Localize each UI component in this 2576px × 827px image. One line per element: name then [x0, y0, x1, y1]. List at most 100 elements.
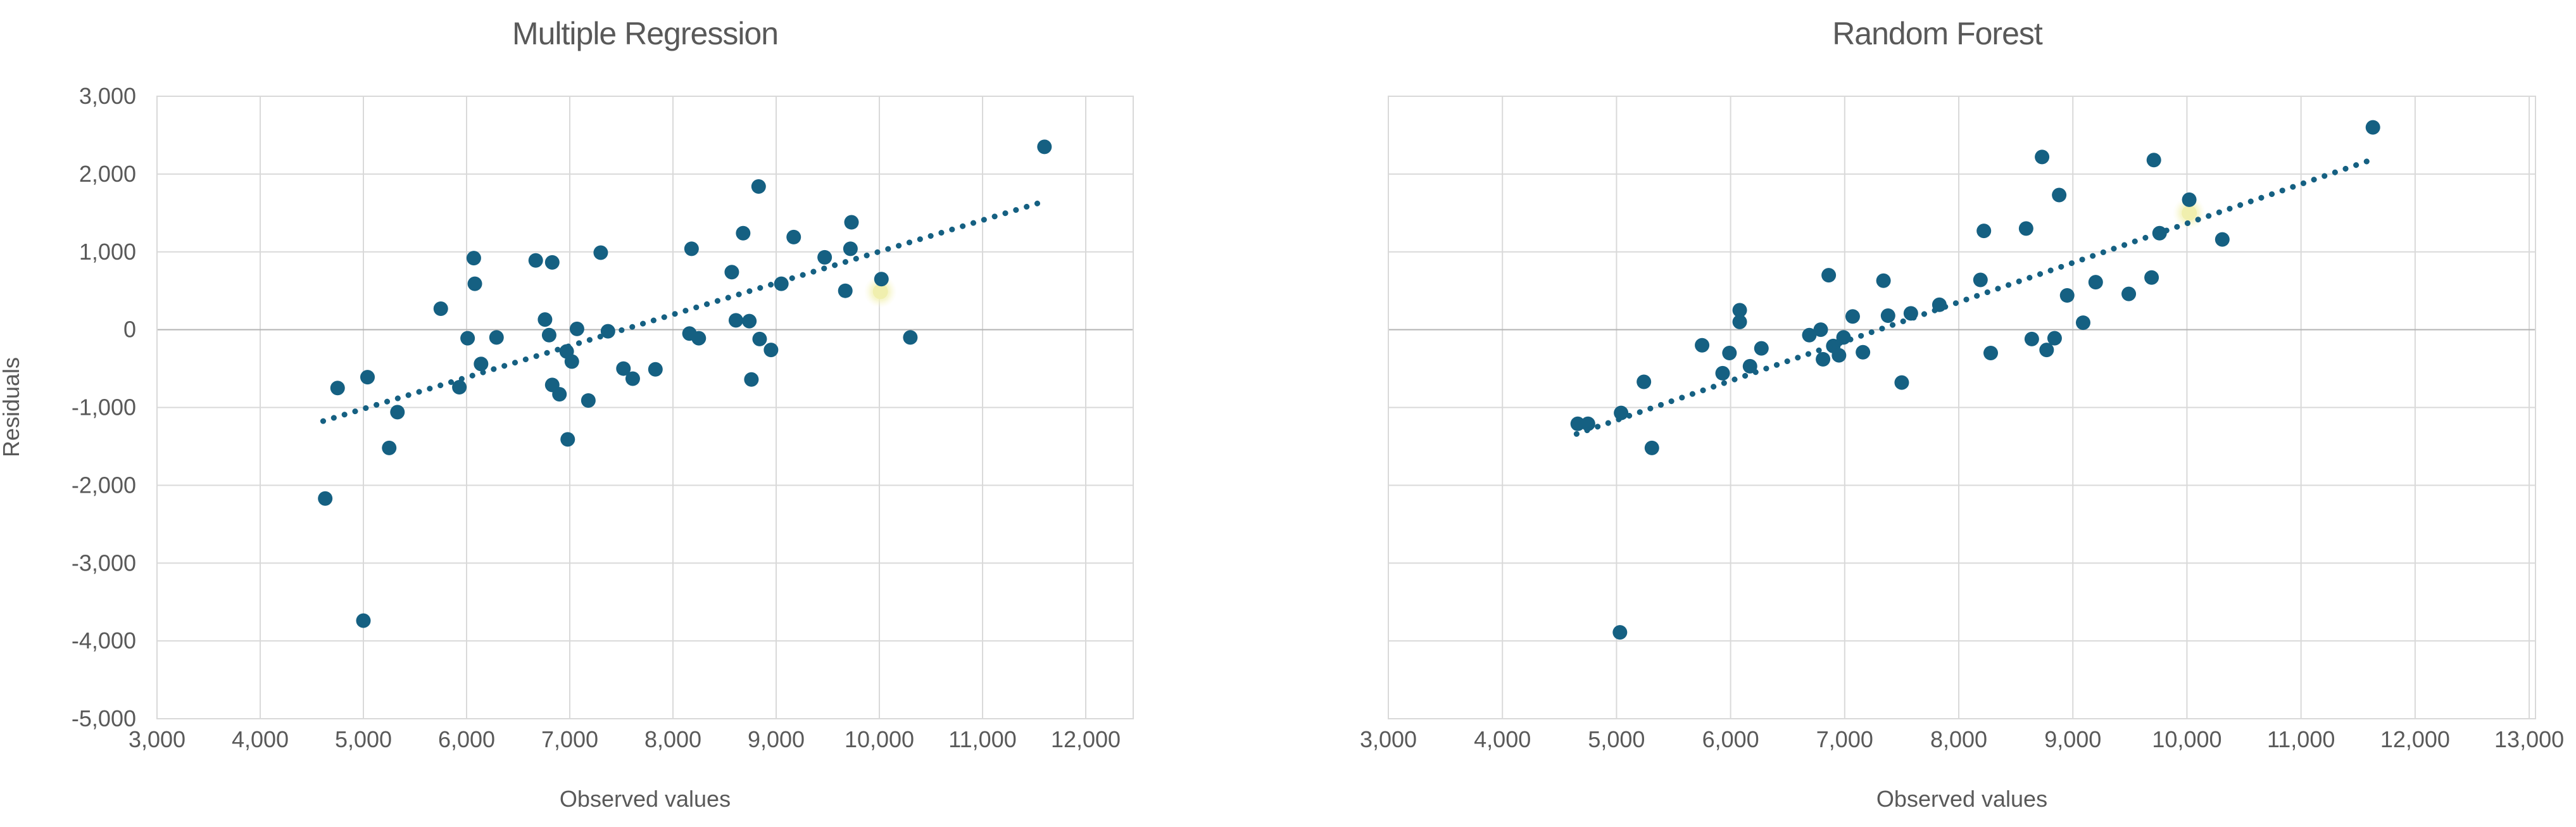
data-point	[2144, 270, 2159, 285]
data-point	[1644, 440, 1659, 455]
data-point	[1742, 358, 1757, 374]
data-point	[1880, 308, 1895, 324]
data-point	[2059, 288, 2075, 303]
data-point	[843, 241, 858, 256]
data-point	[1821, 268, 1837, 283]
x-tick-label: 5,000	[335, 726, 392, 752]
trendline	[1573, 155, 2378, 437]
x-tick-label: 12,000	[2380, 726, 2450, 752]
chart-title: Random Forest	[1832, 16, 2043, 51]
trendline	[320, 198, 1048, 424]
x-tick-label: 9,000	[2044, 726, 2101, 752]
data-point	[564, 354, 579, 369]
chart-multiple-regression[interactable]: Multiple Regression 3,000 4,000 5,000 6,000…	[0, 16, 1134, 812]
data-point	[763, 343, 779, 358]
data-point	[1816, 351, 1831, 367]
data-point	[1715, 365, 1730, 381]
data-point	[751, 179, 766, 194]
x-axis-tick-labels: 3,000 4,000 5,000 6,000 7,000 8,000 9,000 10,00…	[1360, 726, 2564, 752]
x-tick-label: 8,000	[1930, 726, 1987, 752]
data-point	[1570, 416, 1585, 431]
data-point	[1580, 416, 1595, 431]
data-point	[356, 613, 371, 628]
plot-area-border	[1388, 96, 2536, 719]
x-tick-label: 6,000	[1702, 726, 1759, 752]
data-point	[1637, 374, 1652, 389]
y-tick-label: -5,000	[72, 705, 136, 731]
data-point	[489, 330, 504, 345]
data-point	[2047, 331, 2062, 346]
plot-area-border	[156, 96, 1134, 719]
data-point	[537, 312, 553, 327]
y-axis-title: Residuals	[0, 357, 24, 457]
data-point	[736, 225, 751, 241]
x-tick-label: 7,000	[541, 726, 598, 752]
data-point	[2182, 192, 2197, 207]
x-tick-label: 4,000	[1474, 726, 1531, 752]
x-tick-label: 8,000	[644, 726, 701, 752]
data-point	[474, 357, 489, 372]
data-point	[390, 405, 405, 420]
data-point	[1813, 322, 1828, 338]
data-point	[1754, 341, 1769, 356]
y-tick-label: 2,000	[79, 161, 136, 187]
highlighted-data-point	[872, 284, 888, 300]
data-point	[691, 331, 707, 346]
data-point	[552, 387, 567, 402]
data-point	[1856, 344, 1871, 360]
y-tick-label: 3,000	[79, 83, 136, 109]
data-point	[466, 251, 481, 266]
data-point	[2146, 153, 2161, 168]
data-point	[2052, 187, 2067, 203]
y-tick-label: -2,000	[72, 472, 136, 498]
x-tick-label: 12,000	[1051, 726, 1121, 752]
data-point	[382, 440, 397, 455]
highlighted-point	[864, 275, 897, 308]
y-tick-label: 1,000	[79, 239, 136, 265]
x-tick-label: 10,000	[2152, 726, 2221, 752]
dotted-trendline	[1573, 155, 2378, 437]
x-tick-label: 11,000	[2267, 726, 2335, 752]
dotted-trendline	[320, 198, 1048, 424]
data-point	[1802, 327, 1817, 343]
data-point	[1983, 345, 1999, 360]
x-tick-label: 4,000	[232, 726, 289, 752]
chart-random-forest[interactable]: Random Forest 3,000 4,000 5,000 6,000 7,000 8…	[1360, 16, 2564, 812]
gridlines	[1388, 96, 2536, 719]
data-point	[616, 361, 631, 376]
data-point	[467, 276, 482, 291]
data-point	[330, 381, 345, 396]
data-point	[1614, 405, 1629, 420]
x-tick-label: 9,000	[748, 726, 805, 752]
data-point	[1612, 625, 1628, 640]
data-point	[2035, 149, 2050, 165]
data-point	[648, 362, 663, 377]
data-point	[581, 393, 596, 408]
data-point	[541, 327, 556, 343]
data-point	[752, 331, 767, 346]
data-point	[1732, 314, 1747, 329]
x-tick-label: 3,000	[129, 726, 185, 752]
x-tick-label: 13,000	[2494, 726, 2564, 752]
data-point	[1695, 338, 1710, 353]
chart-title: Multiple Regression	[512, 16, 778, 51]
data-point	[838, 283, 853, 298]
y-tick-label: -3,000	[72, 550, 136, 576]
data-point	[1732, 303, 1747, 318]
data-point	[360, 370, 375, 385]
data-point	[2018, 221, 2033, 236]
x-axis-tick-labels: 3,000 4,000 5,000 6,000 7,000 8,000 9,000 10,00…	[129, 726, 1121, 752]
data-point	[786, 229, 801, 244]
data-point	[1976, 224, 1992, 239]
data-point	[874, 272, 889, 287]
data-point	[744, 372, 759, 387]
gridlines	[156, 96, 1134, 719]
data-point	[1876, 273, 1891, 288]
data-point	[433, 301, 448, 316]
data-point	[817, 249, 832, 265]
y-axis-tick-labels: 3,000 2,000 1,000 0 -1,000 -2,000 -3,000 -4,000…	[72, 83, 136, 731]
y-tick-label: -1,000	[72, 395, 136, 420]
data-point	[2365, 120, 2380, 135]
x-tick-label: 6,000	[438, 726, 495, 752]
data-point	[2075, 315, 2090, 331]
